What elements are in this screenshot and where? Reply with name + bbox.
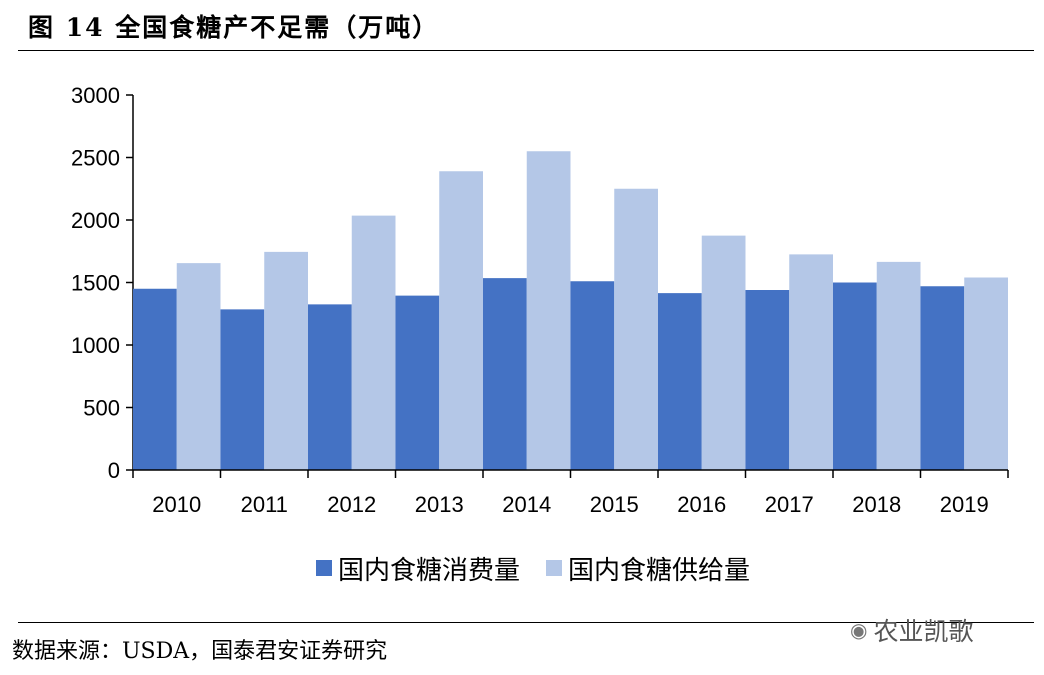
bar-supply-2019 <box>964 277 1008 470</box>
bar-consumption-2018 <box>833 282 877 470</box>
x-tick-label: 2016 <box>677 492 726 517</box>
bar-consumption-2017 <box>745 290 790 470</box>
x-tick-label: 2019 <box>940 492 989 517</box>
bar-consumption-2016 <box>658 293 702 470</box>
x-tick-label: 2011 <box>241 492 288 517</box>
legend-swatch <box>546 560 562 576</box>
x-tick-label: 2010 <box>152 492 201 517</box>
bar-supply-2010 <box>176 263 221 470</box>
legend-swatch <box>316 560 332 576</box>
bar-consumption-2010 <box>133 288 177 470</box>
y-tick-label: 1500 <box>71 271 120 296</box>
x-tick-label: 2018 <box>852 492 901 517</box>
source-note: 数据来源：USDA，国泰君安证券研究 <box>12 639 388 664</box>
bar-consumption-2013 <box>395 295 440 470</box>
figure-title: 图 14 全国食糖产不足需（万吨） <box>28 13 440 42</box>
y-tick-label: 500 <box>83 396 120 421</box>
x-tick-label: 2013 <box>415 492 464 517</box>
y-tick-label: 1000 <box>71 333 120 358</box>
bar-supply-2013 <box>439 171 483 470</box>
y-tick-label: 2000 <box>71 208 120 233</box>
wechat-icon: ◉ <box>850 618 868 642</box>
y-tick-label: 0 <box>108 458 120 483</box>
bar-consumption-2014 <box>483 278 527 470</box>
bar-consumption-2011 <box>220 309 265 470</box>
bar-supply-2011 <box>264 251 308 470</box>
y-tick-label: 2500 <box>71 146 120 171</box>
legend-label: 国内食糖供给量 <box>568 556 750 586</box>
bottom-rule <box>18 622 1034 623</box>
bar-supply-2015 <box>614 188 658 470</box>
watermark-text: 农业凯歌 <box>873 617 974 646</box>
bar-supply-2014 <box>526 151 571 470</box>
x-tick-label: 2012 <box>327 492 376 517</box>
bar-supply-2016 <box>701 235 746 470</box>
bar-chart: 0 500 1000 1500 2000 2500 3000 2010 2011 2012 2013… <box>71 83 1009 586</box>
legend-label: 国内食糖消费量 <box>338 556 520 586</box>
bar-consumption-2015 <box>570 281 615 470</box>
y-tick-label: 3000 <box>71 83 120 108</box>
bar-consumption-2019 <box>920 286 965 470</box>
x-tick-label: 2015 <box>590 492 639 517</box>
watermark: ◉ 农业凯歌 <box>850 612 973 648</box>
bar-supply-2012 <box>351 215 396 470</box>
bar-supply-2018 <box>876 261 921 470</box>
x-tick-label: 2014 <box>502 492 551 517</box>
top-rule <box>18 50 1034 51</box>
x-tick-label: 2017 <box>765 492 814 517</box>
bar-supply-2017 <box>789 254 833 470</box>
bar-consumption-2012 <box>308 304 352 470</box>
